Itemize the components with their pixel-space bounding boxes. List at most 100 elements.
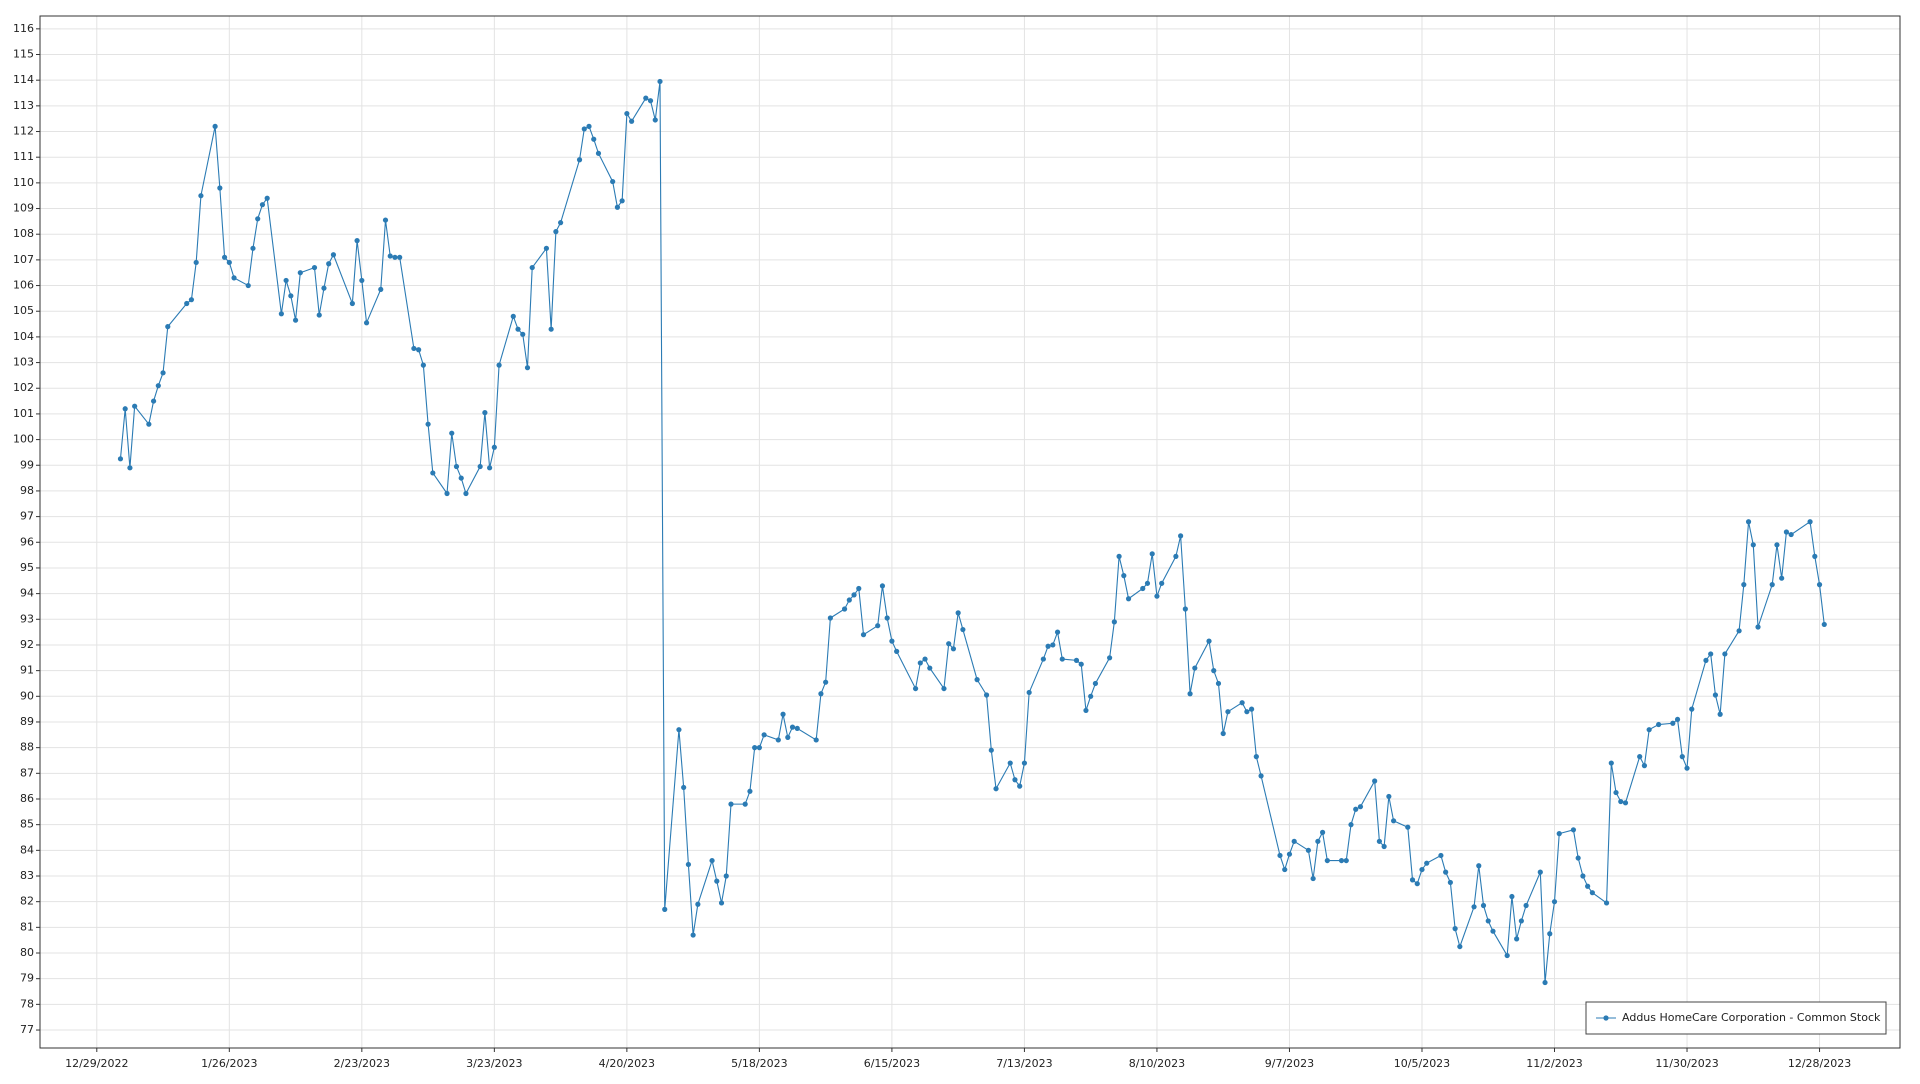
data-point xyxy=(1414,881,1420,887)
data-point xyxy=(510,313,516,319)
data-point xyxy=(576,157,583,163)
data-point xyxy=(652,117,658,123)
data-point xyxy=(690,932,696,938)
data-point xyxy=(359,277,365,284)
data-point xyxy=(1149,551,1155,557)
data-point xyxy=(1286,851,1293,857)
data-point xyxy=(761,732,767,738)
data-point xyxy=(1192,665,1198,671)
data-point xyxy=(278,311,284,317)
y-tick-label: 99 xyxy=(20,458,34,471)
data-point xyxy=(430,470,436,476)
data-point xyxy=(1282,866,1288,873)
data-point xyxy=(463,490,469,497)
data-point xyxy=(647,98,654,104)
data-point xyxy=(411,345,417,352)
data-point xyxy=(453,463,460,470)
y-tick-label: 80 xyxy=(20,946,34,959)
data-point xyxy=(212,123,218,129)
data-point xyxy=(1712,692,1719,698)
data-point xyxy=(1348,822,1354,828)
data-point xyxy=(1253,754,1259,760)
y-tick-label: 114 xyxy=(13,73,34,86)
data-point xyxy=(657,78,663,85)
data-point xyxy=(1215,680,1222,687)
data-point xyxy=(1045,643,1051,649)
data-point xyxy=(1547,931,1553,937)
data-point xyxy=(1816,582,1823,588)
data-point xyxy=(1073,657,1080,663)
data-point xyxy=(1518,918,1524,924)
data-point xyxy=(1258,773,1264,779)
x-tick-label: 7/13/2023 xyxy=(996,1057,1052,1070)
y-tick-label: 91 xyxy=(20,664,34,677)
data-point xyxy=(1182,606,1188,612)
data-point xyxy=(1509,893,1515,900)
y-tick-label: 111 xyxy=(13,150,34,163)
y-tick-label: 82 xyxy=(20,895,34,908)
data-point xyxy=(1054,629,1061,635)
data-point xyxy=(354,238,360,244)
data-point xyxy=(841,606,848,612)
data-point xyxy=(1603,900,1610,906)
data-point xyxy=(1225,709,1231,715)
data-point xyxy=(378,286,384,293)
data-point xyxy=(1026,689,1032,696)
data-point xyxy=(1249,706,1255,712)
data-point xyxy=(1670,720,1676,726)
data-point xyxy=(941,685,947,692)
data-point xyxy=(1107,655,1113,661)
data-point xyxy=(586,123,592,129)
data-point xyxy=(884,615,890,621)
data-point xyxy=(1457,943,1463,950)
data-point xyxy=(785,734,791,740)
data-point xyxy=(955,610,961,616)
data-point xyxy=(444,490,450,497)
data-point xyxy=(610,178,616,185)
data-point xyxy=(591,136,597,142)
data-point xyxy=(524,365,531,371)
data-point xyxy=(198,193,204,199)
data-point xyxy=(1353,806,1359,812)
data-point xyxy=(184,300,190,307)
data-point xyxy=(1490,928,1496,934)
data-point xyxy=(789,724,796,730)
data-point xyxy=(747,788,753,794)
y-tick-label: 88 xyxy=(20,741,34,754)
data-point xyxy=(681,784,687,791)
data-point xyxy=(146,421,152,427)
data-point xyxy=(1291,838,1297,844)
data-point xyxy=(1357,804,1364,810)
data-point xyxy=(1178,533,1184,539)
x-tick-label: 9/7/2023 xyxy=(1265,1057,1314,1070)
data-point xyxy=(1783,529,1790,535)
legend-label: Addus HomeCare Corporation - Common Stoc… xyxy=(1622,1011,1881,1024)
x-tick-label: 5/18/2023 xyxy=(731,1057,787,1070)
data-point xyxy=(846,597,852,603)
data-point xyxy=(122,406,128,412)
data-point xyxy=(1125,596,1132,602)
data-point xyxy=(1476,863,1482,869)
data-point xyxy=(1646,727,1652,733)
data-point xyxy=(1239,700,1245,706)
data-point xyxy=(823,679,829,685)
data-point xyxy=(1092,680,1099,687)
data-point xyxy=(756,745,762,751)
data-point xyxy=(676,727,682,733)
data-point xyxy=(558,220,564,226)
data-point xyxy=(1059,656,1065,662)
data-point xyxy=(1443,869,1449,875)
data-point xyxy=(1480,902,1487,909)
data-point xyxy=(1769,582,1775,588)
data-point xyxy=(1551,899,1558,905)
data-point xyxy=(1376,838,1382,844)
data-point xyxy=(879,583,886,589)
y-tick-label: 81 xyxy=(20,920,34,933)
x-tick-label: 2/23/2023 xyxy=(334,1057,390,1070)
data-point xyxy=(117,456,124,462)
x-tick-label: 11/2/2023 xyxy=(1526,1057,1582,1070)
x-tick-label: 1/26/2023 xyxy=(201,1057,257,1070)
data-point xyxy=(1589,890,1595,896)
